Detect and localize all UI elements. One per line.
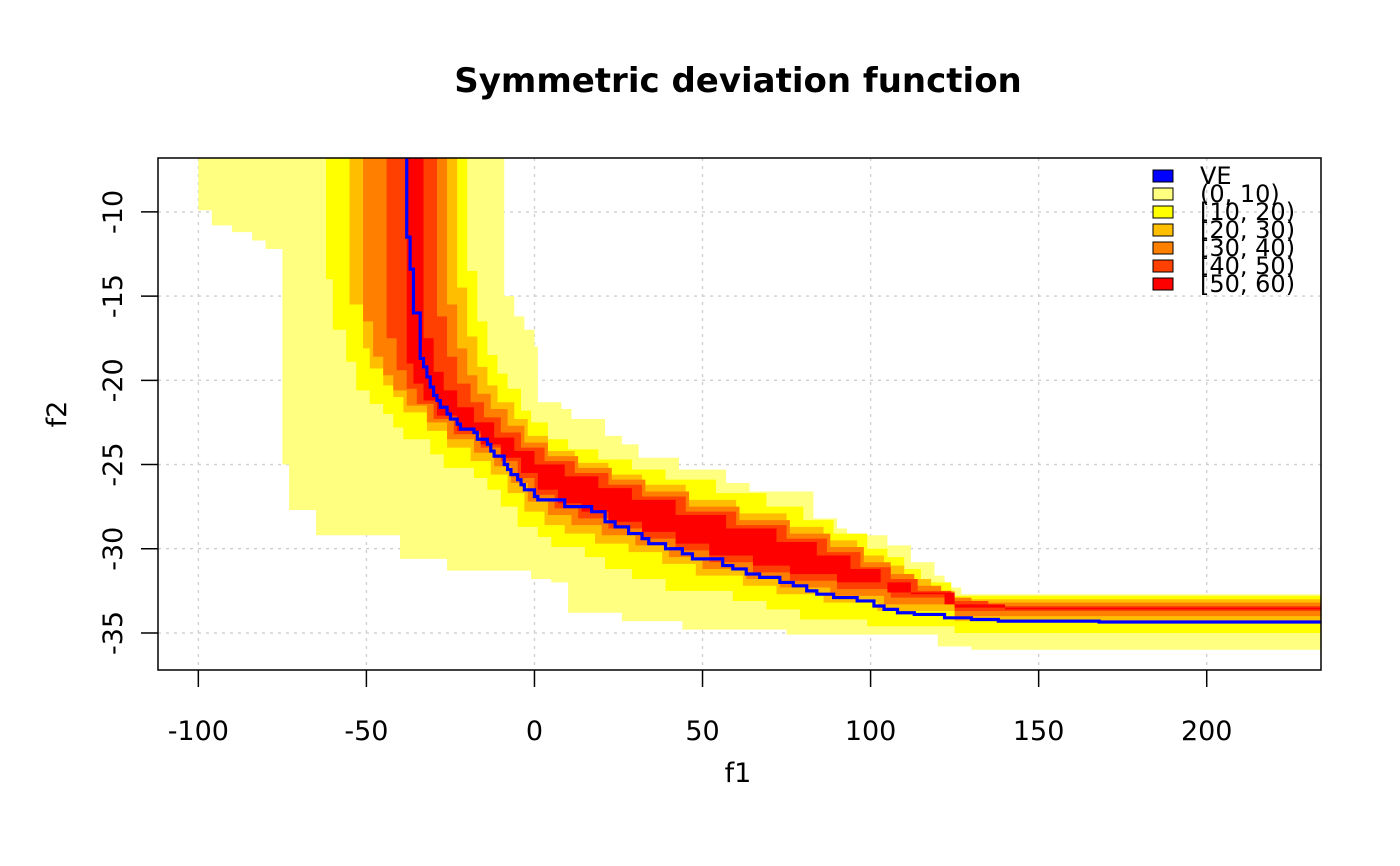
- ve-line-layer: [405, 158, 1321, 624]
- legend-label-5: [40, 50): [1200, 252, 1295, 280]
- legend-label-3: [20, 30): [1200, 216, 1295, 244]
- y-tick-label-0: -10: [98, 190, 129, 234]
- x-tick-label-0: -100: [168, 716, 229, 747]
- y-tick-label-1: -15: [98, 274, 129, 318]
- band-0: [198, 158, 1322, 650]
- legend-swatch-6: [1152, 277, 1174, 291]
- legend-swatch-2: [1152, 205, 1174, 219]
- x-tick-label-2: 0: [526, 716, 543, 747]
- x-axis-label: f1: [725, 758, 752, 789]
- y-tick-label-2: -20: [98, 358, 129, 402]
- legend-label-4: [30, 40): [1200, 234, 1295, 262]
- y-tick-label-4: -30: [98, 527, 129, 571]
- y-tick-label-5: -35: [98, 611, 129, 655]
- legend-swatch-0: [1152, 169, 1174, 183]
- legend-swatch-3: [1152, 223, 1174, 237]
- legend-label-0: VE: [1200, 162, 1232, 190]
- x-tick-label-6: 200: [1181, 716, 1233, 747]
- legend-swatch-1: [1152, 187, 1174, 201]
- legend-swatch-4: [1152, 241, 1174, 255]
- y-axis: -10 -15 -20 -25 -30 -35: [98, 190, 158, 655]
- legend-label-6: [50, 60): [1200, 270, 1295, 298]
- x-axis: -100 -50 0 50 100 150 200: [168, 670, 1233, 747]
- x-tick-label-5: 150: [1013, 716, 1065, 747]
- legend: VE(0, 10)[10, 20)[20, 30)[30, 40)[40, 50…: [1152, 162, 1295, 298]
- ve-line: [405, 158, 1321, 624]
- x-tick-label-3: 50: [685, 716, 719, 747]
- x-tick-label-1: -50: [344, 716, 388, 747]
- legend-label-2: [10, 20): [1200, 198, 1295, 226]
- x-tick-label-4: 100: [845, 716, 897, 747]
- y-tick-label-3: -25: [98, 442, 129, 486]
- plot-frame: [157, 157, 1322, 671]
- y-axis-label: f2: [42, 401, 73, 428]
- chart-title: Symmetric deviation function: [454, 61, 1022, 101]
- legend-swatch-5: [1152, 259, 1174, 273]
- legend-label-1: (0, 10): [1200, 180, 1280, 208]
